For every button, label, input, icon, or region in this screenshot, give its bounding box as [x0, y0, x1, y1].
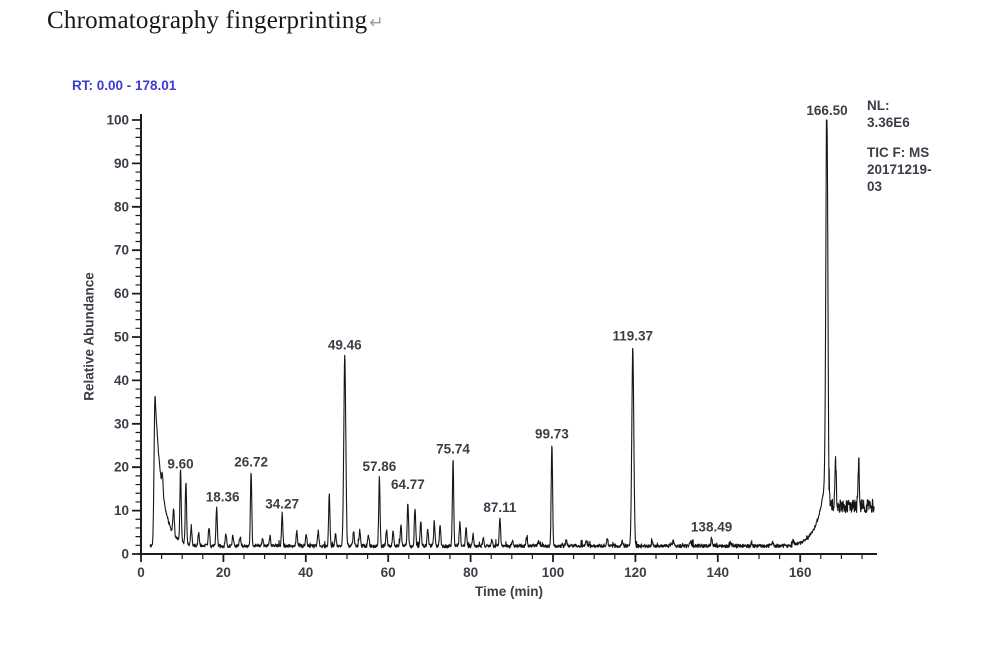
peak-label: 119.37: [613, 329, 654, 344]
peak-label: 99.73: [535, 426, 569, 441]
peak-label: 64.77: [391, 477, 425, 492]
x-tick-label: 120: [624, 565, 647, 580]
y-tick-label: 60: [114, 286, 129, 301]
axis-lines: [139, 114, 877, 555]
trace-id-legend: TIC F: MS 20171219- 03: [867, 145, 932, 194]
x-tick-label: 160: [789, 565, 812, 580]
peak-label: 75.74: [436, 442, 470, 457]
peak-label: 18.36: [206, 489, 240, 504]
y-tick-label: 20: [114, 460, 129, 475]
paragraph-return-icon: ↵: [369, 13, 384, 33]
peak-label: 57.86: [362, 459, 396, 474]
y-tick-label: 90: [114, 156, 129, 171]
x-tick-label: 60: [381, 565, 396, 580]
peak-label: 9.60: [167, 457, 193, 472]
y-tick-label: 0: [121, 547, 129, 562]
x-tick-label: 140: [707, 565, 730, 580]
page-title: Chromatography fingerprinting ↵: [47, 7, 384, 35]
page-title-text: Chromatography fingerprinting: [47, 7, 368, 34]
minor-ticks: [135, 128, 863, 559]
major-ticks: [132, 119, 802, 562]
peak-label: 34.27: [265, 497, 299, 512]
peak-label: 26.72: [234, 455, 268, 470]
x-tick-label: 100: [542, 565, 565, 580]
y-tick-label: 50: [114, 330, 129, 345]
peak-label: 138.49: [691, 520, 732, 535]
y-tick-label: 30: [114, 416, 129, 431]
x-tick-label: 80: [463, 565, 478, 580]
peak-label: 166.50: [806, 103, 847, 118]
peak-label: 87.11: [483, 500, 517, 515]
y-tick-label: 10: [114, 503, 129, 518]
y-tick-label: 80: [114, 199, 129, 214]
x-tick-label: 40: [298, 565, 313, 580]
y-tick-label: 40: [114, 373, 129, 388]
tic-trace: [149, 119, 875, 549]
y-tick-label: 70: [114, 243, 129, 258]
normalization-legend: NL: 3.36E6: [867, 98, 910, 130]
x-tick-label: 0: [137, 565, 145, 580]
rt-range-header: RT: 0.00 - 178.01: [72, 78, 177, 93]
x-axis-title: Time (min): [474, 584, 543, 599]
peak-label: 49.46: [328, 337, 362, 352]
x-tick-label: 20: [216, 565, 231, 580]
y-tick-label: 100: [106, 113, 129, 128]
